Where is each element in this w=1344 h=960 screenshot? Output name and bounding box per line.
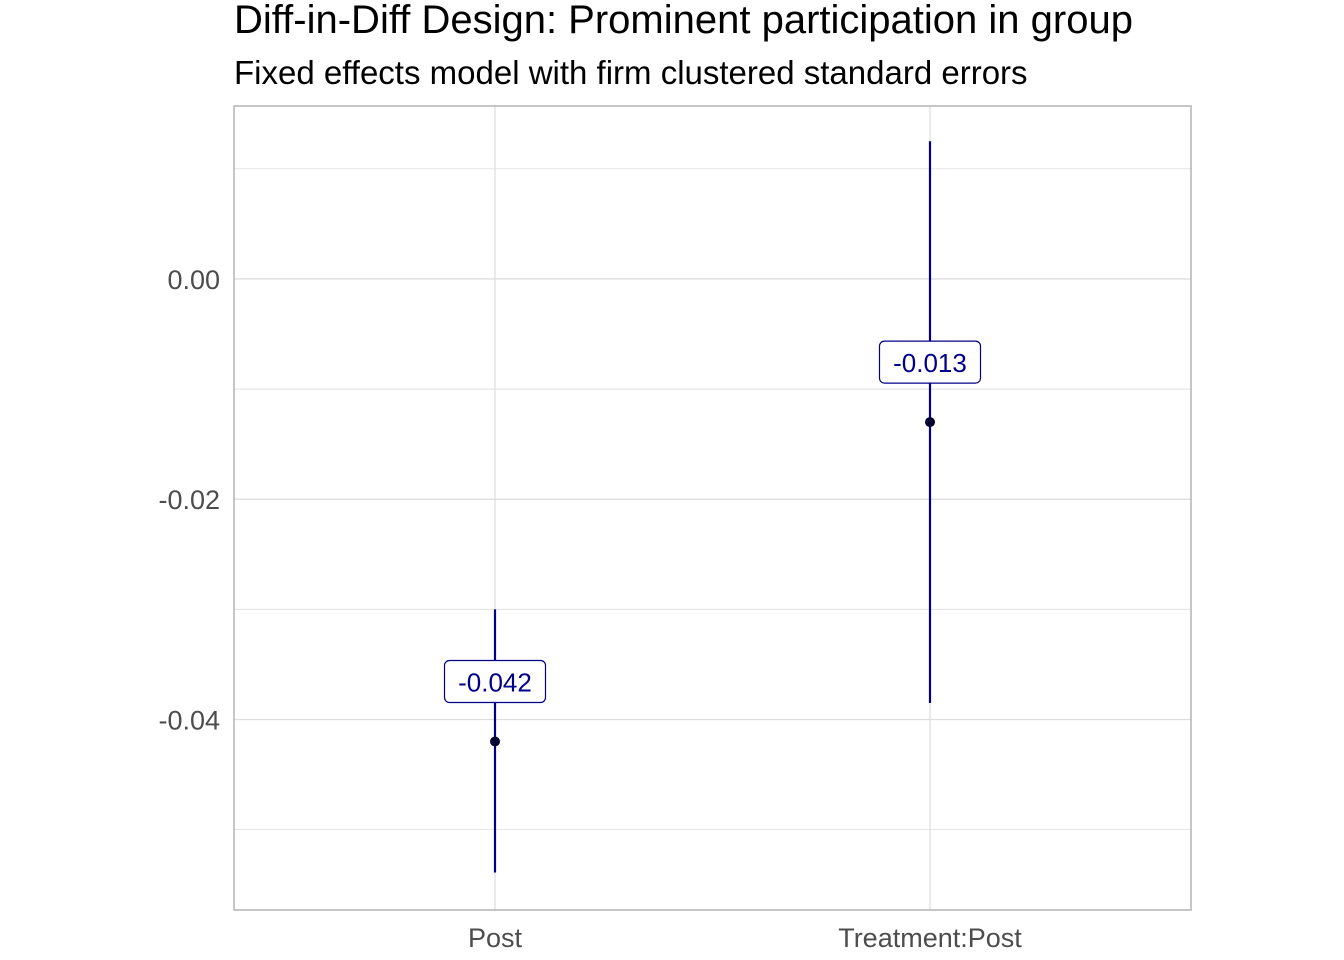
data-label-box xyxy=(443,659,547,704)
chart-subtitle: Fixed effects model with firm clustered … xyxy=(234,54,1028,91)
point-estimate xyxy=(490,736,500,747)
data-label-box xyxy=(878,340,982,384)
x-tick-label: Treatment:Post xyxy=(838,923,1022,953)
coefficient-marks: -0.042 -0.013 xyxy=(443,141,982,873)
axis-tick-labels: 0.00 -0.02 -0.04 Post Treatment:Post xyxy=(158,265,1022,953)
chart-title: Diff-in-Diff Design: Prominent participa… xyxy=(234,0,1133,42)
point-estimate xyxy=(925,417,935,428)
grid-lines xyxy=(234,106,1191,910)
data-label: -0.042 xyxy=(458,667,532,697)
y-tick-label: -0.02 xyxy=(158,485,220,515)
panel-border xyxy=(233,105,1192,911)
y-tick-label: -0.04 xyxy=(158,705,220,735)
data-label: -0.013 xyxy=(893,348,967,378)
y-tick-label: 0.00 xyxy=(167,265,220,295)
x-tick-label: Post xyxy=(468,923,523,953)
